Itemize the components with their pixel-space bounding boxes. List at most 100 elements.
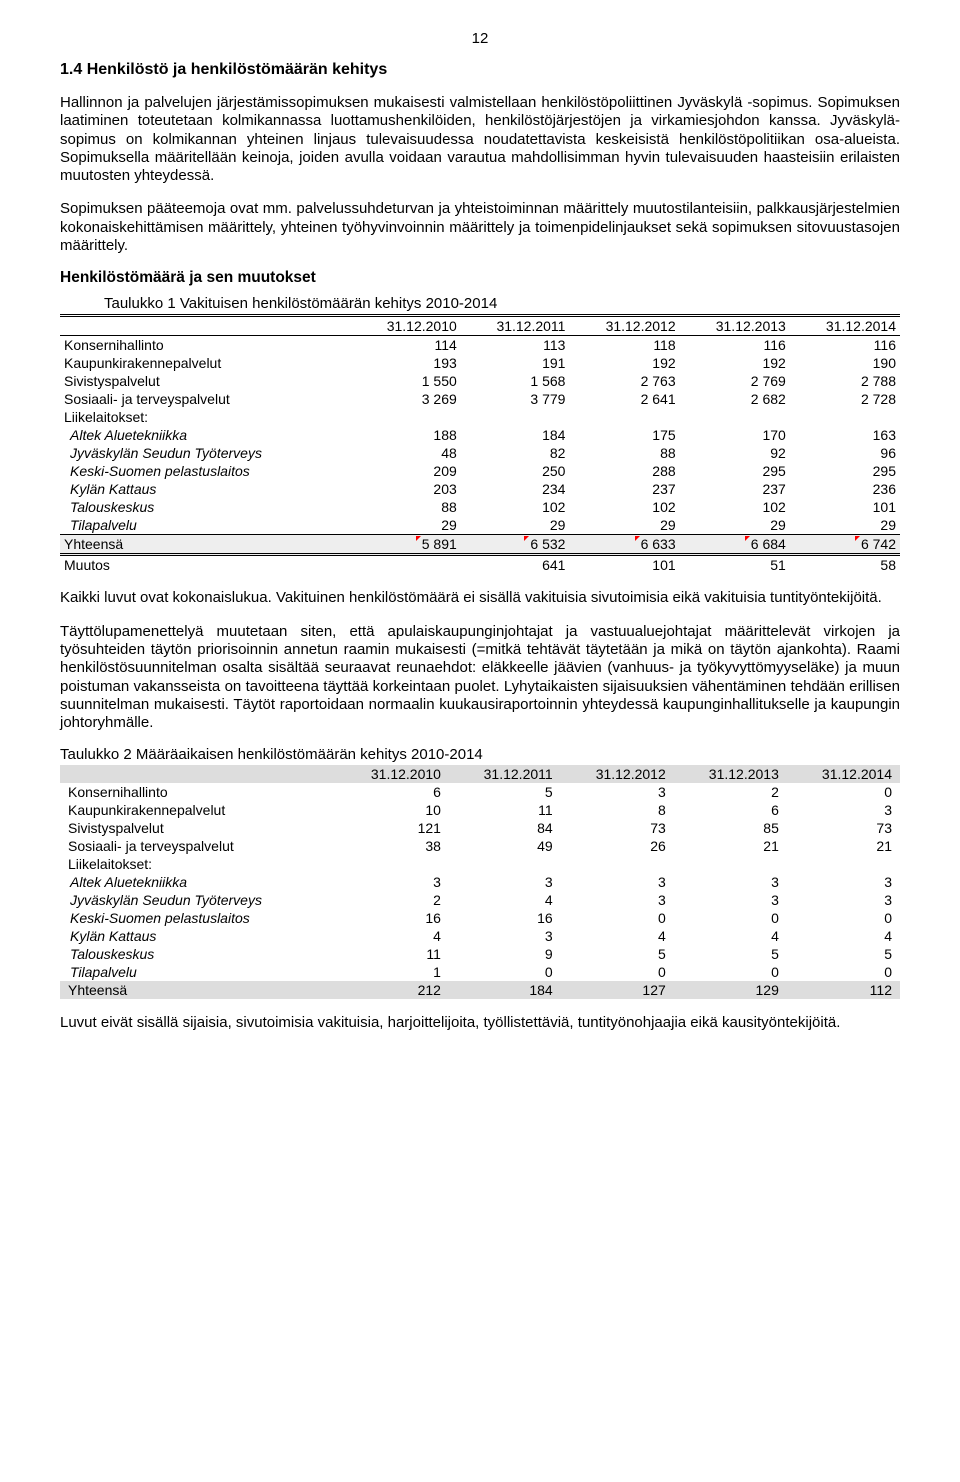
table-cell: 16 <box>449 909 561 927</box>
t2-h1: 31.12.2010 <box>336 765 449 783</box>
table-cell: 38 <box>336 837 449 855</box>
table-cell: 73 <box>787 819 900 837</box>
table-cell: 2 <box>336 891 449 909</box>
table-cell: 163 <box>790 426 900 444</box>
table-cell: 82 <box>461 444 570 462</box>
table-cell: 121 <box>336 819 449 837</box>
table-cell: 2 763 <box>569 372 679 390</box>
t2-h0 <box>60 765 336 783</box>
t2-yht-0: 212 <box>336 981 449 999</box>
table-row: Kaupunkirakennepalvelut193191192192190 <box>60 354 900 372</box>
table-cell: 11 <box>449 801 561 819</box>
t1-yht-1: 6 532 <box>461 535 570 555</box>
table-cell: 1 568 <box>461 372 570 390</box>
table-cell: 26 <box>561 837 674 855</box>
table-row: Kylän Kattaus43444 <box>60 927 900 945</box>
table-cell: 29 <box>569 516 679 535</box>
table2-title: Taulukko 2 Määräaikaisen henkilöstömäärä… <box>60 746 900 763</box>
table-row-label: Sivistyspalvelut <box>60 372 351 390</box>
table-row-label: Altek Aluetekniikka <box>60 873 336 891</box>
table-row-label: Tilapalvelu <box>60 516 351 535</box>
table-cell: 85 <box>674 819 787 837</box>
table-cell: 170 <box>680 426 790 444</box>
t2-h5: 31.12.2014 <box>787 765 900 783</box>
t1-h5: 31.12.2014 <box>790 316 900 336</box>
table-row: Konsernihallinto65320 <box>60 783 900 801</box>
table-cell: 84 <box>449 819 561 837</box>
table-row-label: Talouskeskus <box>60 498 351 516</box>
table-cell: 4 <box>336 927 449 945</box>
table-cell: 3 <box>787 873 900 891</box>
table-cell: 190 <box>790 354 900 372</box>
table-cell: 0 <box>674 909 787 927</box>
table-cell: 3 <box>561 891 674 909</box>
t1-muutos-3: 51 <box>680 555 790 575</box>
table-cell: 116 <box>680 336 790 355</box>
table-cell: 192 <box>569 354 679 372</box>
table-row: Keski-Suomen pelastuslaitos2092502882952… <box>60 462 900 480</box>
table-cell: 3 269 <box>351 390 461 408</box>
t1-yht-0: 5 891 <box>351 535 461 555</box>
table-cell: 92 <box>680 444 790 462</box>
t1-h4: 31.12.2013 <box>680 316 790 336</box>
table-row-label: Tilapalvelu <box>60 963 336 981</box>
table-cell: 0 <box>787 909 900 927</box>
t1-h2: 31.12.2011 <box>461 316 570 336</box>
t1-h3: 31.12.2012 <box>569 316 679 336</box>
paragraph-1: Hallinnon ja palvelujen järjestämissopim… <box>60 94 900 185</box>
table-row: Sivistyspalvelut1 5501 5682 7632 7692 78… <box>60 372 900 390</box>
table-row: Altek Aluetekniikka188184175170163 <box>60 426 900 444</box>
table-cell: 3 <box>674 873 787 891</box>
table-cell: 193 <box>351 354 461 372</box>
t1-muutos-row: Muutos 641 101 51 58 <box>60 555 900 575</box>
paragraph-3: Kaikki luvut ovat kokonaislukua. Vakitui… <box>60 589 900 607</box>
table2-header: 31.12.2010 31.12.2011 31.12.2012 31.12.2… <box>60 765 900 783</box>
table-row-label: Sosiaali- ja terveyspalvelut <box>60 837 336 855</box>
table-cell: 0 <box>787 783 900 801</box>
table-cell: 237 <box>680 480 790 498</box>
table-row: Jyväskylän Seudun Työterveys4882889296 <box>60 444 900 462</box>
table-cell: 21 <box>787 837 900 855</box>
table-cell: 114 <box>351 336 461 355</box>
table-cell: 295 <box>680 462 790 480</box>
table-cell: 8 <box>561 801 674 819</box>
table-cell: 3 <box>787 891 900 909</box>
table-cell: 188 <box>351 426 461 444</box>
table-cell: 102 <box>461 498 570 516</box>
table-cell: 0 <box>561 909 674 927</box>
t1-muutos-4: 58 <box>790 555 900 575</box>
table-cell: 0 <box>787 963 900 981</box>
table1-header: 31.12.2010 31.12.2011 31.12.2012 31.12.2… <box>60 316 900 336</box>
table-cell: 10 <box>336 801 449 819</box>
t2-h2: 31.12.2011 <box>449 765 561 783</box>
t1-yht-2: 6 633 <box>569 535 679 555</box>
table-row: Kaupunkirakennepalvelut1011863 <box>60 801 900 819</box>
t1-yht-label: Yhteensä <box>60 535 351 555</box>
t2-yht-3: 129 <box>674 981 787 999</box>
table-cell: 101 <box>790 498 900 516</box>
t1-h1: 31.12.2010 <box>351 316 461 336</box>
table-cell: 88 <box>351 498 461 516</box>
table-cell: 2 769 <box>680 372 790 390</box>
table-cell: 184 <box>461 426 570 444</box>
table-cell: 29 <box>790 516 900 535</box>
table-cell: 5 <box>787 945 900 963</box>
table-cell: 1 550 <box>351 372 461 390</box>
t1-liike-label: Liikelaitokset: <box>60 408 351 426</box>
table-cell: 0 <box>674 963 787 981</box>
table-row: Sivistyspalvelut12184738573 <box>60 819 900 837</box>
table-cell: 4 <box>561 927 674 945</box>
table-cell: 5 <box>674 945 787 963</box>
table-cell: 3 <box>336 873 449 891</box>
t2-liike-label-row: Liikelaitokset: <box>60 855 900 873</box>
table-row: Tilapalvelu2929292929 <box>60 516 900 535</box>
table-cell: 236 <box>790 480 900 498</box>
t1-muutos-2: 101 <box>569 555 679 575</box>
table-cell: 3 <box>449 927 561 945</box>
table-cell: 11 <box>336 945 449 963</box>
table-cell: 102 <box>569 498 679 516</box>
t1-yht-4: 6 742 <box>790 535 900 555</box>
table-cell: 21 <box>674 837 787 855</box>
table-row-label: Kaupunkirakennepalvelut <box>60 354 351 372</box>
page-number: 12 <box>60 30 900 47</box>
